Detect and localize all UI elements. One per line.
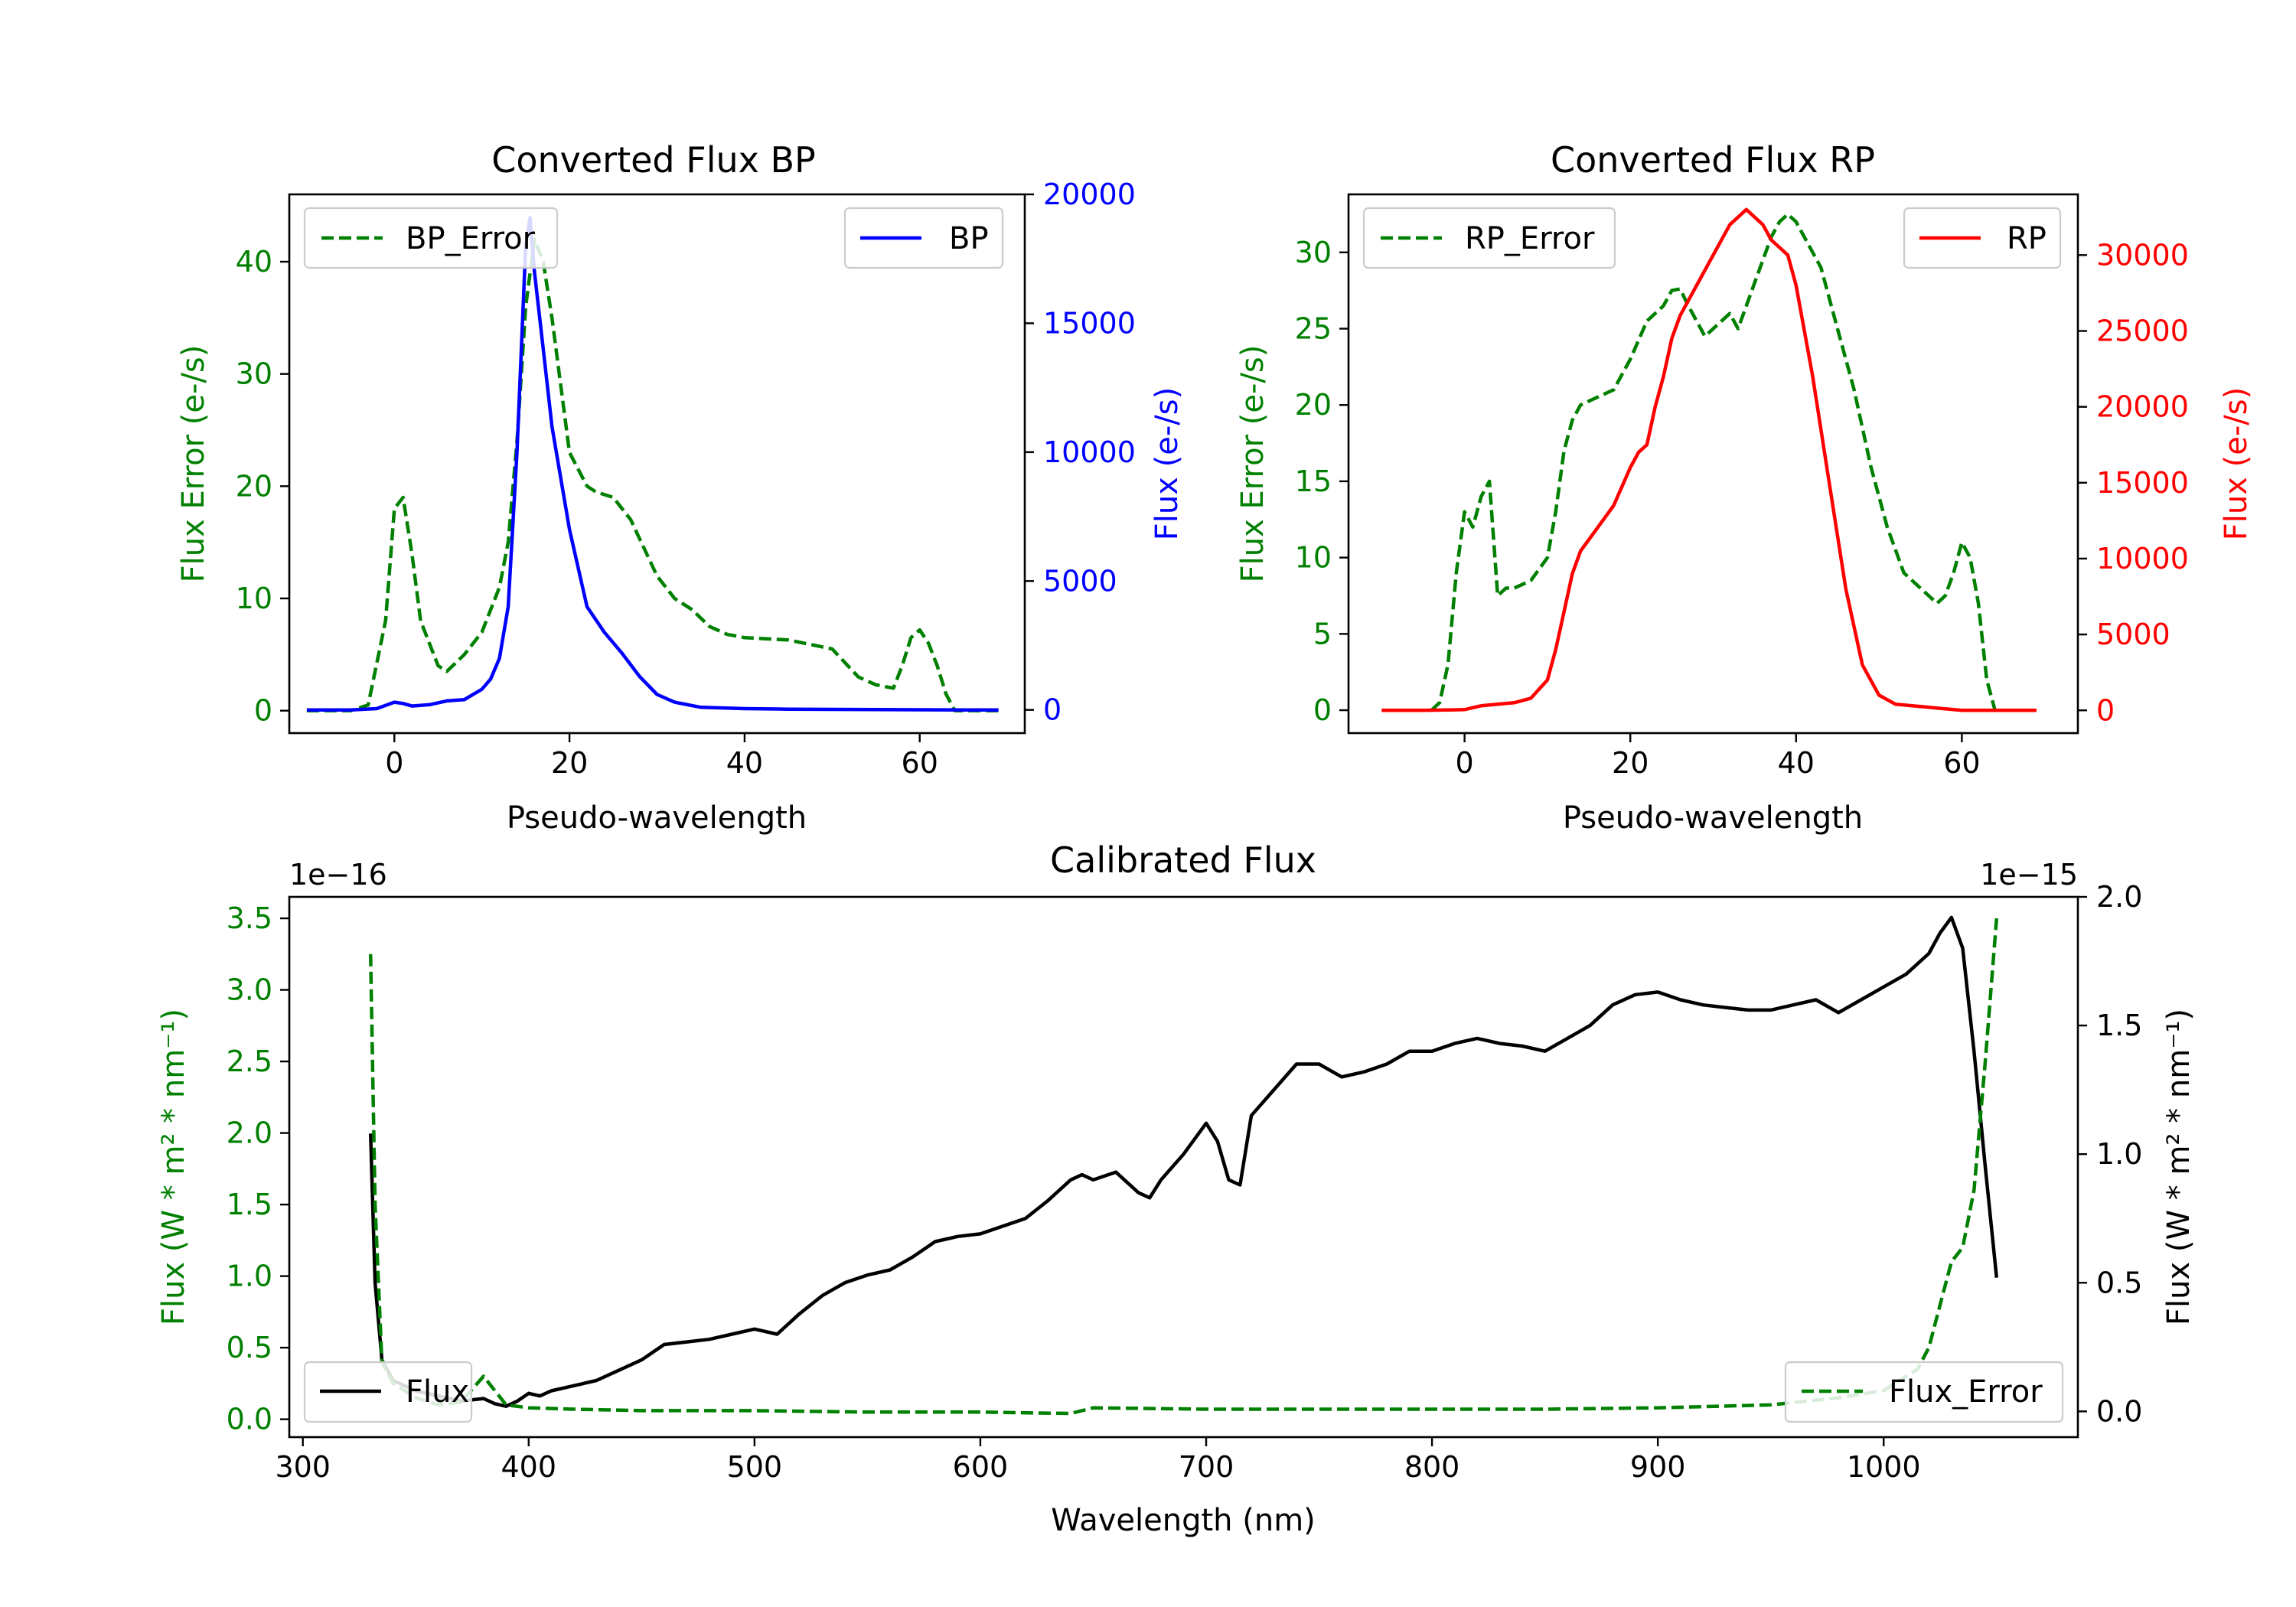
rp-ytick-right-label: 10000 <box>2096 542 2189 575</box>
cal-ytick-right-label: 2.0 <box>2096 880 2142 914</box>
rp-ytick-left-label: 10 <box>1295 541 1332 575</box>
cal-ytick-right-label: 0.0 <box>2096 1394 2142 1428</box>
rp-ylabel-right: Flux (e-/s) <box>2219 387 2254 540</box>
bp-ytick-left-label: 40 <box>236 245 272 279</box>
cal-ytick-right-label: 1.5 <box>2096 1009 2142 1042</box>
cal-legend-error-label: Flux_Error <box>1889 1374 2043 1410</box>
rp-ytick-right-label: 20000 <box>2096 390 2189 424</box>
bp-xtick-label: 0 <box>385 746 403 780</box>
bp-xtick-label: 40 <box>726 746 763 780</box>
rp-ytick-right-label: 25000 <box>2096 314 2189 347</box>
panel-bp: Converted Flux BP 0 20 40 60 0 10 20 30 40 0 500… <box>176 139 1185 836</box>
rp-xtick-label: 40 <box>1778 746 1815 780</box>
bp-ytick-right-label: 10000 <box>1043 435 1136 469</box>
rp-ytick-right-label: 5000 <box>2096 618 2170 651</box>
rp-xtick-label: 0 <box>1456 746 1474 780</box>
rp-ytick-left-label: 15 <box>1295 464 1332 498</box>
rp-ytick-left-label: 30 <box>1295 236 1332 269</box>
cal-series-error-line <box>368 918 1999 1416</box>
cal-ytick-left-label: 1.0 <box>227 1260 272 1293</box>
cal-ylabel-right: Flux (W * m² * nm⁻¹) <box>2161 1009 2197 1325</box>
rp-ytick-left-label: 25 <box>1295 312 1332 346</box>
bp-plot-frame <box>288 193 1026 735</box>
rp-legend-error-label: RP_Error <box>1465 221 1595 256</box>
cal-ytick-left-label: 0.0 <box>227 1403 272 1436</box>
cal-xtick-label: 600 <box>953 1450 1009 1484</box>
rp-series-error-line <box>1430 212 1997 712</box>
bp-ylabel-right: Flux (e-/s) <box>1150 387 1185 540</box>
rp-ytick-right-label: 30000 <box>2096 238 2189 272</box>
rp-legend-error: RP_Error <box>1362 207 1616 269</box>
rp-plot-frame <box>1347 193 2079 735</box>
bp-ytick-right-label: 15000 <box>1043 306 1136 340</box>
bp-ytick-left-label: 10 <box>236 582 272 615</box>
cal-legend-error: Flux_Error <box>1784 1361 2064 1423</box>
bp-ytick-right-label: 5000 <box>1043 564 1117 598</box>
bp-legend-error-label: BP_Error <box>406 221 536 256</box>
cal-xtick-label: 800 <box>1404 1450 1460 1484</box>
rp-ytick-right-label: 0 <box>2096 693 2115 727</box>
cal-ytick-right-label: 0.5 <box>2096 1266 2142 1299</box>
rp-ytick-left-label: 20 <box>1295 388 1332 422</box>
rp-legend-flux-label: RP <box>2007 221 2047 256</box>
rp-ytick-left-label: 0 <box>1313 693 1332 727</box>
cal-xtick-label: 900 <box>1630 1450 1686 1484</box>
cal-xtick-label: 1000 <box>1847 1450 1921 1484</box>
rp-title: Converted Flux RP <box>1551 139 1875 181</box>
rp-xtick-label: 60 <box>1943 746 1980 780</box>
rp-series-flux-line <box>1381 207 2037 712</box>
cal-ytick-left-label: 3.0 <box>227 973 272 1007</box>
cal-legend-flux-label: Flux <box>406 1374 469 1410</box>
cal-ytick-left-label: 0.5 <box>227 1331 272 1364</box>
bp-legend-flux-label: BP <box>949 221 989 256</box>
bp-series-error-line <box>306 237 999 712</box>
cal-ytick-left-label: 2.0 <box>227 1116 272 1150</box>
cal-legend-flux: Flux <box>303 1361 473 1423</box>
cal-ytick-left-label: 3.5 <box>227 901 272 935</box>
cal-xlabel: Wavelength (nm) <box>1051 1503 1316 1538</box>
cal-ytick-left-label: 2.5 <box>227 1045 272 1078</box>
cal-offset-right: 1e−15 <box>1980 858 2078 892</box>
cal-ylabel-left: Flux (W * m² * nm⁻¹) <box>156 1009 191 1325</box>
cal-xtick-label: 500 <box>727 1450 783 1484</box>
panel-calibrated: Calibrated Flux 1e−16 1e−15 300 400 500 600… <box>156 839 2197 1538</box>
rp-xlabel: Pseudo-wavelength <box>1563 800 1863 836</box>
rp-xtick-label: 20 <box>1612 746 1649 780</box>
bp-ytick-right-label: 20000 <box>1043 178 1136 211</box>
bp-title: Converted Flux BP <box>491 139 816 181</box>
bp-xtick-label: 60 <box>902 746 938 780</box>
rp-legend-flux: RP <box>1903 207 2062 269</box>
cal-offset-left: 1e−16 <box>289 858 387 892</box>
bp-legend-error: BP_Error <box>303 207 559 269</box>
rp-ytick-right-label: 15000 <box>2096 466 2189 500</box>
cal-title: Calibrated Flux <box>1050 839 1316 881</box>
cal-series-flux-line <box>368 915 1999 1408</box>
bp-ytick-left-label: 30 <box>236 357 272 391</box>
cal-plot-frame <box>288 895 2079 1439</box>
cal-xtick-label: 300 <box>275 1450 331 1484</box>
bp-legend-flux: BP <box>843 207 1004 269</box>
cal-xtick-label: 700 <box>1179 1450 1234 1484</box>
bp-ytick-left-label: 0 <box>254 694 272 728</box>
bp-xtick-label: 20 <box>551 746 588 780</box>
bp-xlabel: Pseudo-wavelength <box>507 800 807 836</box>
bp-ytick-left-label: 20 <box>236 469 272 503</box>
bp-ylabel-left: Flux Error (e-/s) <box>176 345 211 583</box>
rp-ylabel-left: Flux Error (e-/s) <box>1235 345 1270 583</box>
bp-ytick-right-label: 0 <box>1043 693 1062 727</box>
cal-xtick-label: 400 <box>501 1450 557 1484</box>
panel-rp: Converted Flux RP 0 20 40 60 0 5 10 15 20 25 30 0… <box>1235 139 2254 836</box>
cal-ytick-left-label: 1.5 <box>227 1188 272 1221</box>
cal-ytick-right-label: 1.0 <box>2096 1137 2142 1171</box>
rp-ytick-left-label: 5 <box>1313 617 1332 650</box>
bp-series-flux-line <box>306 216 999 712</box>
